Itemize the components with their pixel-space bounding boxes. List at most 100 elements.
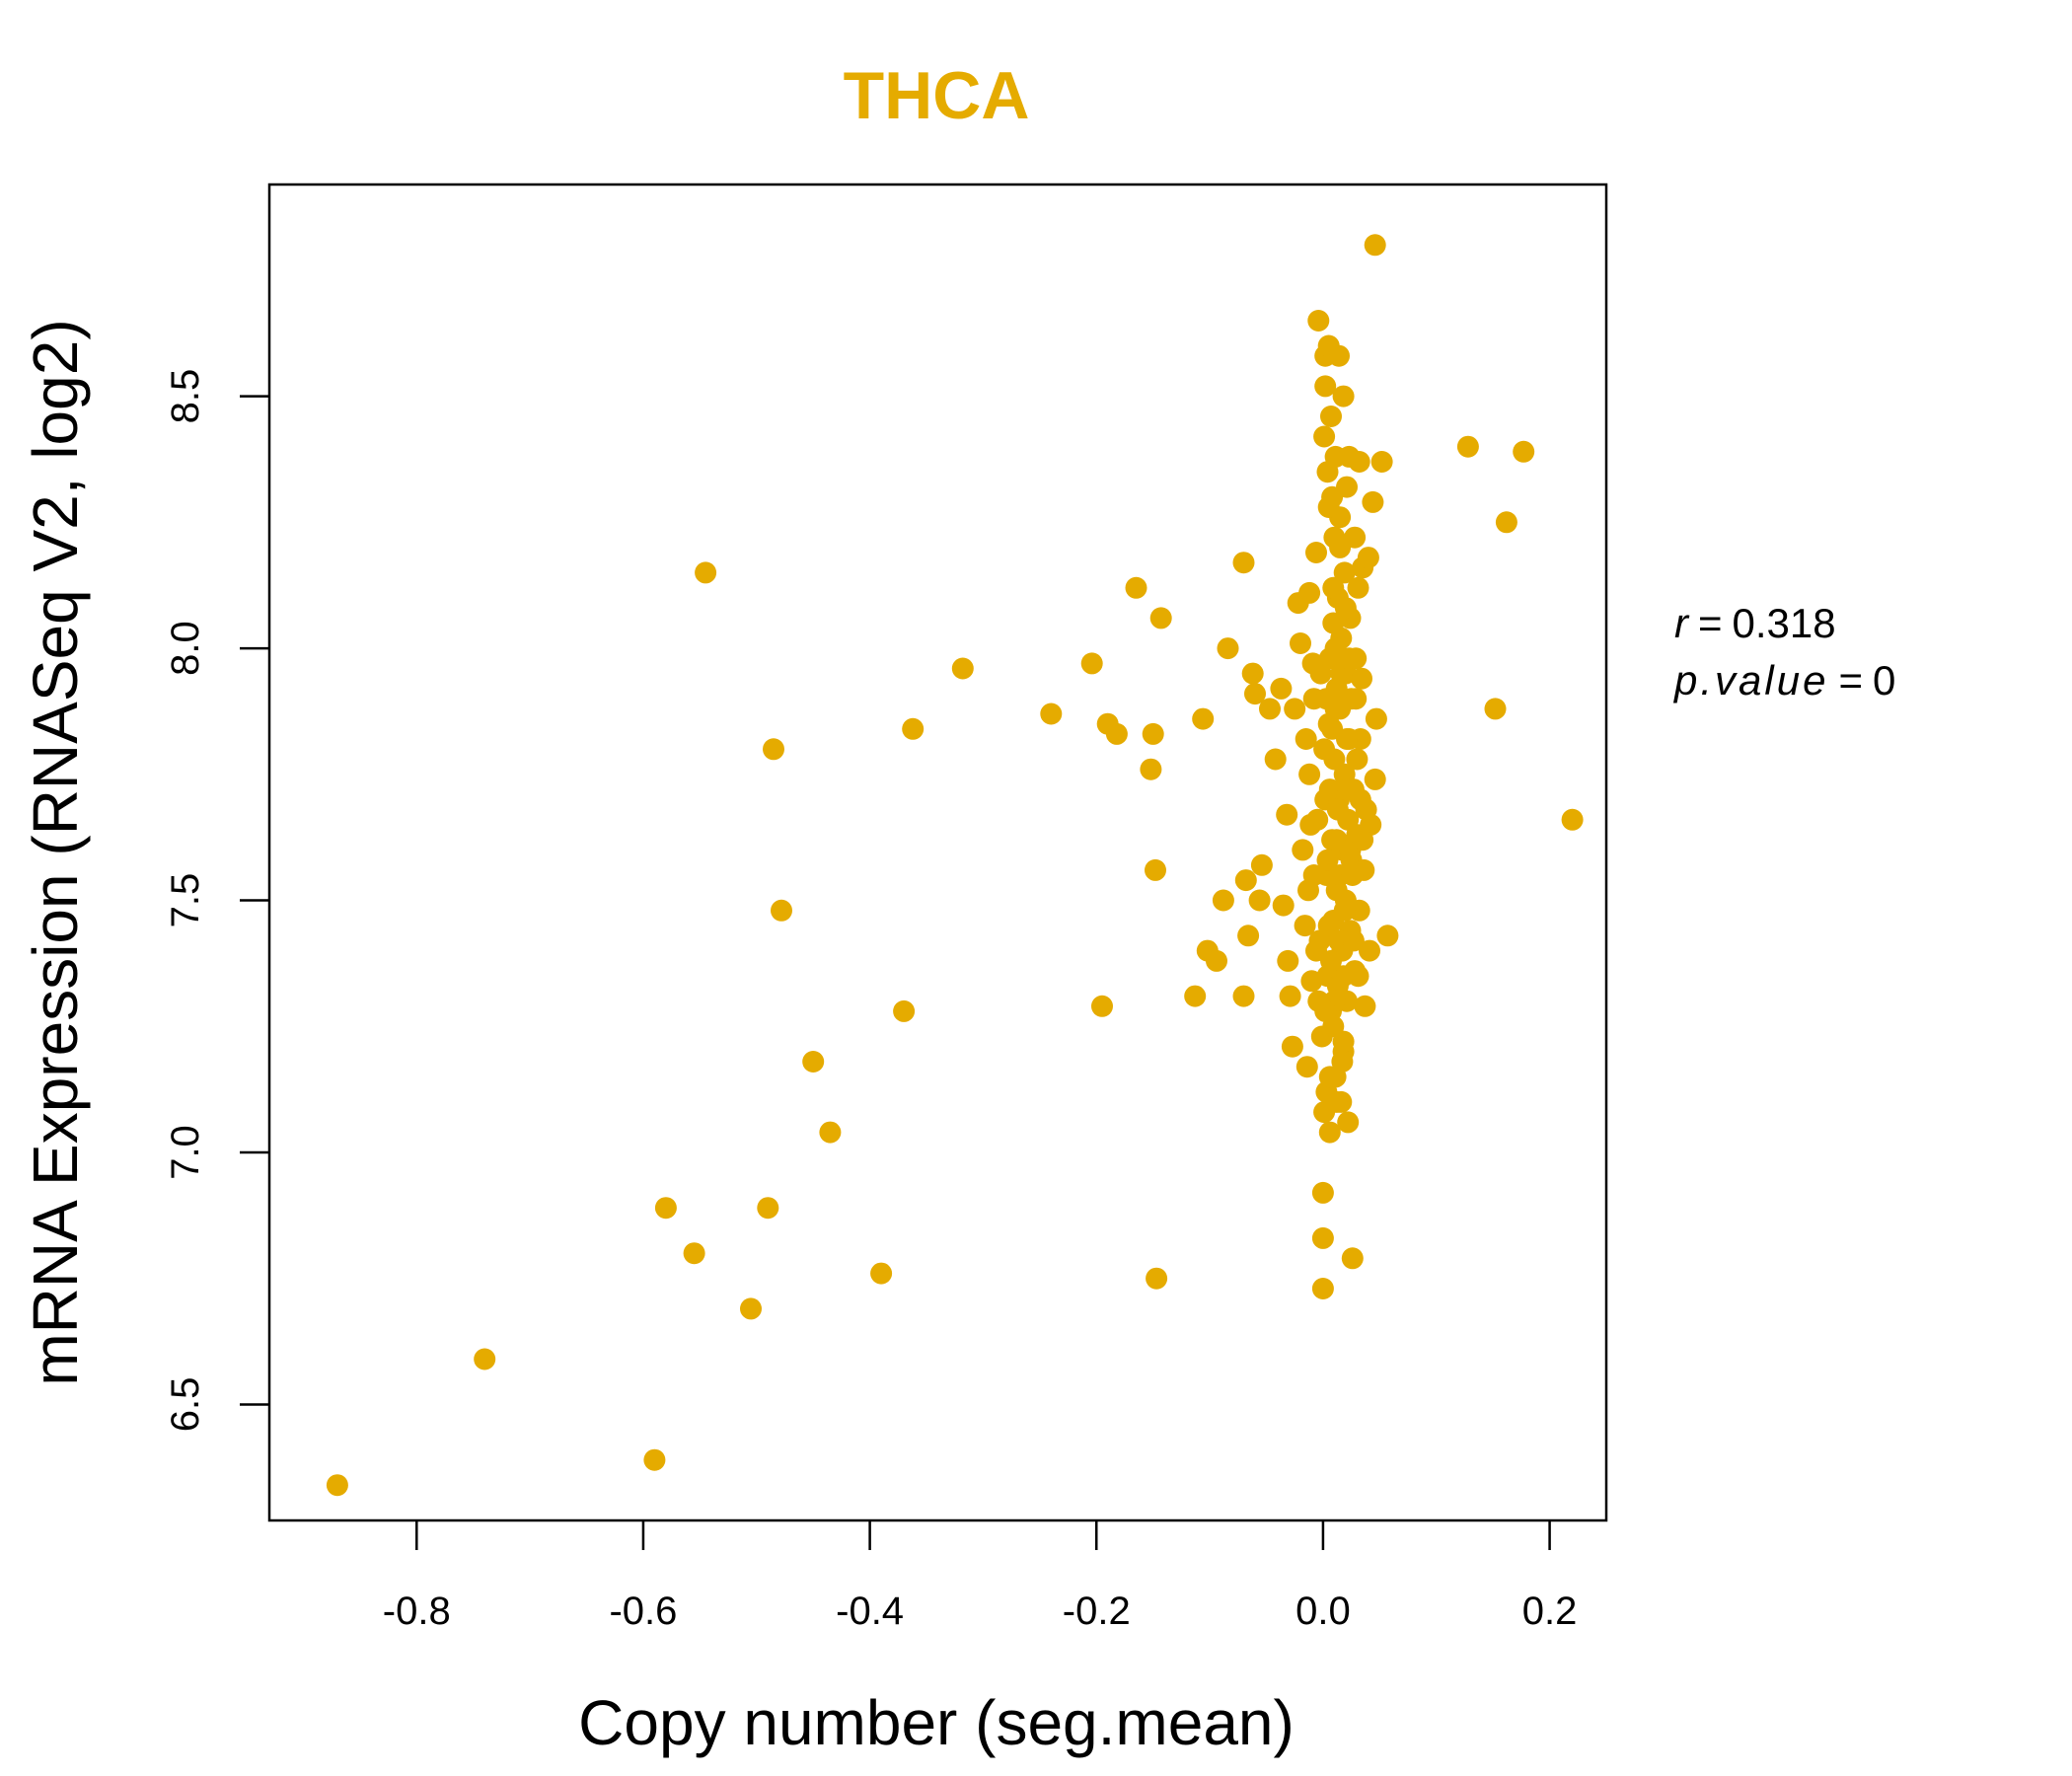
data-point [1318, 1121, 1341, 1144]
data-point [1364, 768, 1386, 790]
data-point [1324, 698, 1347, 720]
y-tick-label: 8.0 [164, 621, 207, 676]
data-point [643, 1448, 666, 1471]
data-point [1248, 889, 1271, 912]
data-point [1313, 425, 1336, 448]
data-point [1299, 813, 1322, 836]
data-point [1338, 647, 1361, 670]
data-point [1333, 561, 1356, 584]
data-point [1357, 547, 1379, 569]
data-point [951, 657, 974, 680]
y-tick-label: 7.0 [164, 1125, 207, 1180]
data-point [1318, 1066, 1341, 1088]
data-point [1295, 1056, 1318, 1078]
data-point [1311, 1226, 1334, 1249]
data-point [1294, 915, 1316, 937]
data-point [1332, 385, 1355, 407]
data-point [1561, 808, 1584, 831]
x-tick-label: -0.2 [1063, 1590, 1131, 1633]
p-label: p.value [1672, 657, 1828, 703]
data-point [1341, 1247, 1364, 1270]
data-point [1329, 536, 1352, 558]
data-point [1145, 858, 1166, 881]
data-point [1359, 939, 1380, 962]
r-value: 0.318 [1733, 600, 1836, 646]
data-point [1105, 722, 1128, 745]
data-point [1305, 939, 1327, 962]
data-point [1305, 542, 1327, 563]
data-point [1341, 864, 1364, 886]
y-tick-label: 7.5 [164, 873, 207, 928]
y-tick-label: 8.5 [164, 369, 207, 424]
data-point [1348, 451, 1370, 473]
data-point [893, 999, 916, 1022]
data-point [1362, 490, 1384, 513]
data-point [1140, 758, 1162, 780]
data-point [1321, 717, 1344, 740]
data-point [1192, 707, 1215, 730]
data-point [1281, 1035, 1303, 1058]
data-point [1325, 1090, 1348, 1113]
data-point [1336, 476, 1358, 498]
data-point [1290, 632, 1311, 654]
chart-title: THCA [844, 58, 1030, 133]
data-point [1326, 798, 1349, 821]
data-point [1295, 728, 1317, 750]
data-point [1298, 581, 1321, 604]
data-point [1352, 829, 1374, 851]
x-tick-label: -0.6 [609, 1590, 677, 1633]
data-point [1311, 1181, 1334, 1204]
data-point [1342, 929, 1365, 952]
data-point [757, 1197, 779, 1220]
data-point [1040, 703, 1063, 725]
data-point [1259, 698, 1281, 720]
data-point [1206, 949, 1227, 972]
data-point [1314, 375, 1337, 398]
data-point [1376, 925, 1399, 947]
data-point [326, 1474, 348, 1497]
data-point [802, 1051, 825, 1073]
data-point [1334, 597, 1357, 620]
data-point [1484, 698, 1507, 720]
data-point [1351, 667, 1372, 690]
data-point [1333, 899, 1356, 922]
plot-frame [267, 183, 1608, 1522]
data-point [1212, 889, 1234, 912]
data-point [1125, 576, 1147, 599]
data-point [1284, 698, 1306, 720]
data-point [1277, 949, 1299, 972]
data-point [683, 1242, 705, 1265]
data-point [1332, 1030, 1355, 1053]
data-point [1237, 925, 1260, 947]
p-statistic: p.value = 0 [1672, 657, 1895, 703]
data-point [1146, 1267, 1168, 1290]
data-point [1080, 652, 1103, 675]
data-point [1276, 803, 1298, 826]
data-point [1307, 310, 1330, 332]
data-point [1184, 985, 1207, 1007]
data-point [771, 899, 792, 922]
data-point [1347, 576, 1369, 599]
data-point [1142, 722, 1164, 745]
y-tick-label: 6.5 [164, 1377, 207, 1433]
data-point [1314, 999, 1337, 1022]
data-point [1298, 763, 1321, 785]
x-tick-label: -0.8 [383, 1590, 451, 1633]
data-point [1349, 788, 1371, 811]
data-point [1250, 853, 1273, 876]
y-axis-title: mRNA Expression (RNASeq V2, log2) [20, 319, 91, 1385]
points-layer [326, 234, 1584, 1497]
data-point [1322, 576, 1345, 599]
data-point [1346, 748, 1369, 771]
data-point [1316, 849, 1339, 871]
data-point [1365, 707, 1387, 730]
data-point [1317, 496, 1340, 518]
data-point [1241, 662, 1264, 685]
data-point [654, 1197, 677, 1220]
x-axis-title: Copy number (seg.mean) [578, 1687, 1295, 1758]
data-point [1232, 552, 1255, 574]
data-point [902, 717, 925, 740]
x-axis: -0.8 -0.6 -0.4 -0.2 0.0 0.2 [383, 1520, 1577, 1633]
data-point [1370, 451, 1393, 473]
